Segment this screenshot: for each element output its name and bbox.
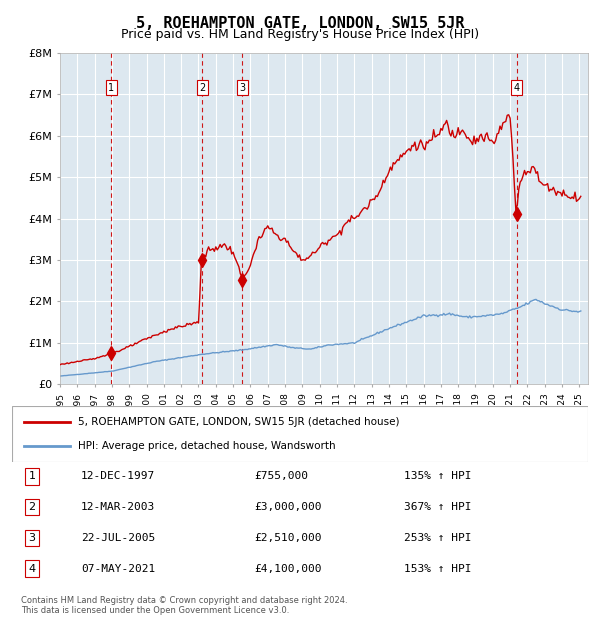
Text: 4: 4 xyxy=(29,564,36,574)
Text: 22-JUL-2005: 22-JUL-2005 xyxy=(81,533,155,543)
Text: £755,000: £755,000 xyxy=(254,471,308,482)
Text: 253% ↑ HPI: 253% ↑ HPI xyxy=(404,533,471,543)
Text: 135% ↑ HPI: 135% ↑ HPI xyxy=(404,471,471,482)
Text: 12-DEC-1997: 12-DEC-1997 xyxy=(81,471,155,482)
Text: 2: 2 xyxy=(199,82,205,92)
Text: £3,000,000: £3,000,000 xyxy=(254,502,322,512)
Text: 367% ↑ HPI: 367% ↑ HPI xyxy=(404,502,471,512)
Text: 1: 1 xyxy=(108,82,114,92)
Text: Contains HM Land Registry data © Crown copyright and database right 2024.
This d: Contains HM Land Registry data © Crown c… xyxy=(21,596,347,615)
Text: 07-MAY-2021: 07-MAY-2021 xyxy=(81,564,155,574)
Text: 1: 1 xyxy=(29,471,35,482)
Text: 2: 2 xyxy=(29,502,36,512)
Text: HPI: Average price, detached house, Wandsworth: HPI: Average price, detached house, Wand… xyxy=(78,441,336,451)
Text: 3: 3 xyxy=(29,533,35,543)
Text: £4,100,000: £4,100,000 xyxy=(254,564,322,574)
FancyBboxPatch shape xyxy=(12,406,588,462)
Text: 5, ROEHAMPTON GATE, LONDON, SW15 5JR (detached house): 5, ROEHAMPTON GATE, LONDON, SW15 5JR (de… xyxy=(78,417,400,427)
Text: Price paid vs. HM Land Registry's House Price Index (HPI): Price paid vs. HM Land Registry's House … xyxy=(121,28,479,41)
Text: 153% ↑ HPI: 153% ↑ HPI xyxy=(404,564,471,574)
Text: 12-MAR-2003: 12-MAR-2003 xyxy=(81,502,155,512)
Text: 4: 4 xyxy=(514,82,520,92)
Text: 3: 3 xyxy=(239,82,245,92)
Text: 5, ROEHAMPTON GATE, LONDON, SW15 5JR: 5, ROEHAMPTON GATE, LONDON, SW15 5JR xyxy=(136,16,464,30)
Text: £2,510,000: £2,510,000 xyxy=(254,533,322,543)
